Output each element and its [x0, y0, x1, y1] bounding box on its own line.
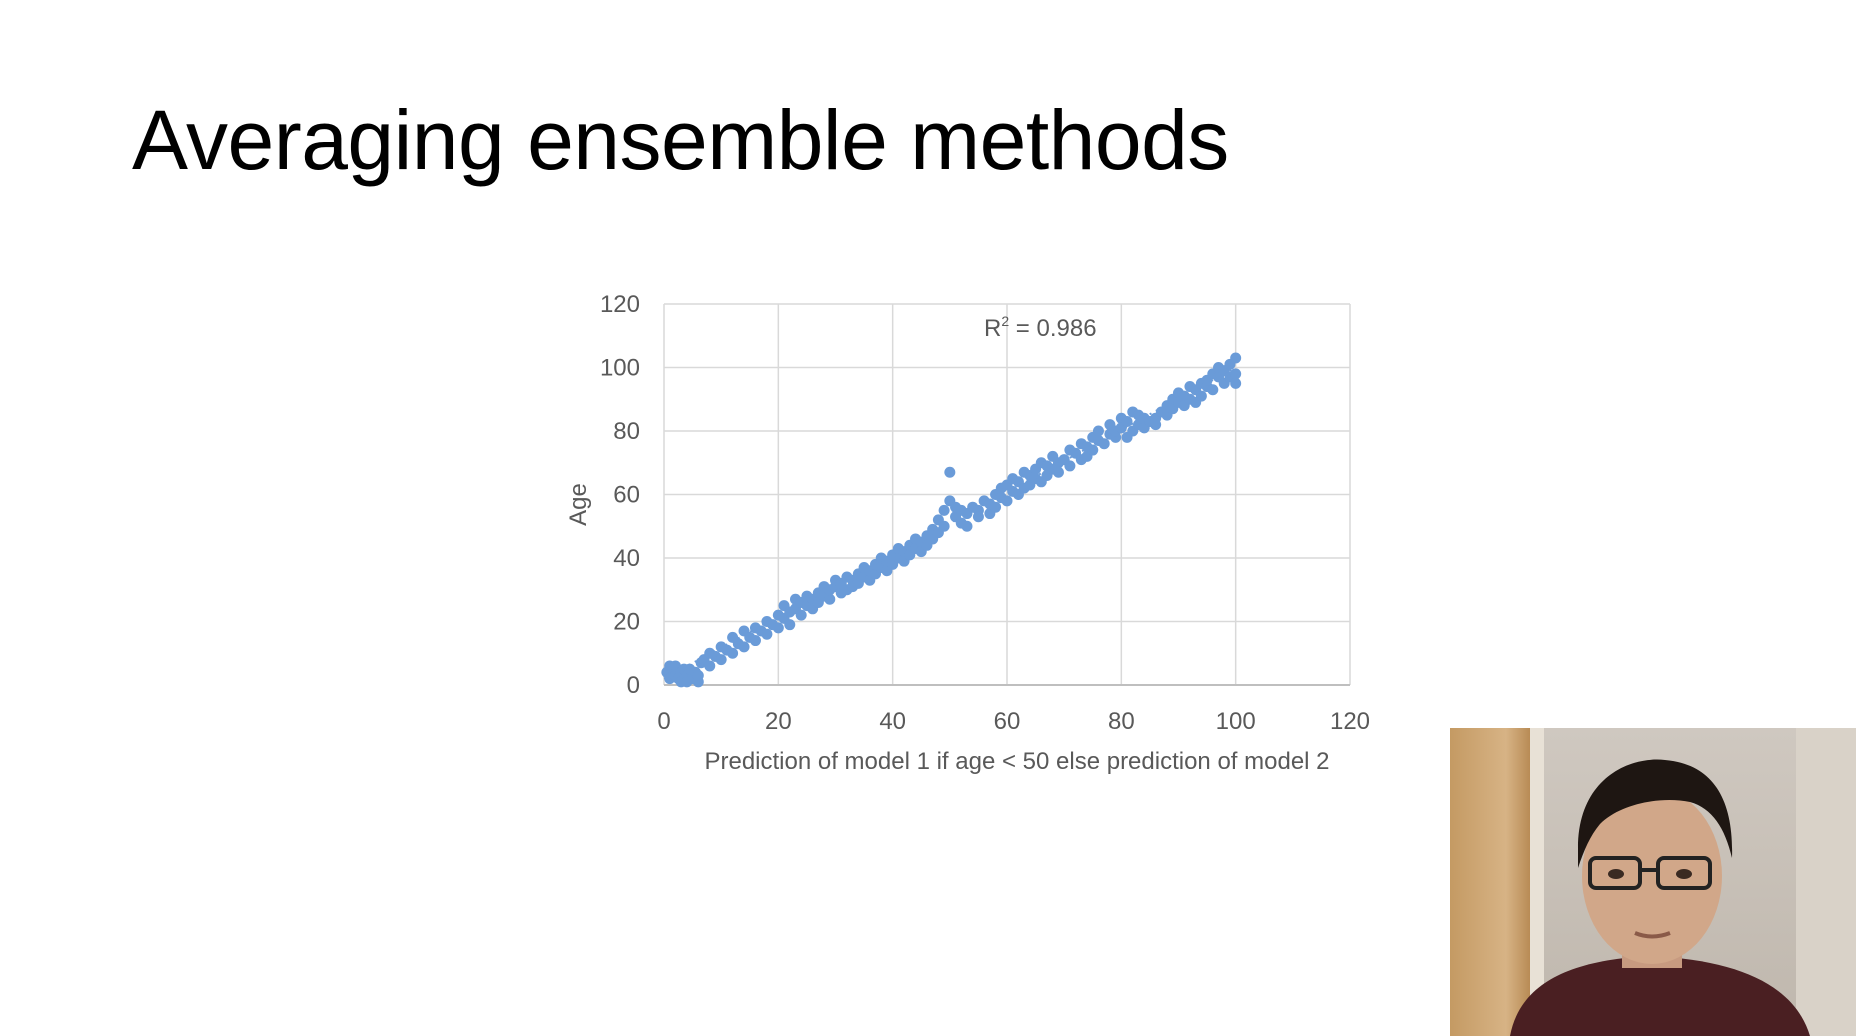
data-point — [738, 641, 750, 653]
y-axis-label: Age — [565, 483, 592, 526]
data-point — [1230, 368, 1242, 380]
data-point — [727, 647, 739, 659]
data-point — [972, 511, 984, 523]
data-point — [692, 669, 704, 681]
data-point — [961, 520, 973, 532]
slide-title: Averaging ensemble methods — [132, 93, 1229, 187]
data-point — [1092, 425, 1104, 437]
x-axis-label: Prediction of model 1 if age < 50 else p… — [704, 748, 1329, 775]
y-tick-labels: 0 20 40 60 80 100 120 — [600, 291, 640, 699]
wall — [1796, 728, 1856, 1036]
data-point — [944, 466, 956, 478]
x-tick-label: 0 — [657, 708, 670, 735]
x-tick-label: 40 — [879, 708, 906, 735]
data-point — [1001, 495, 1013, 507]
r-squared-base: R — [984, 315, 1001, 342]
data-point — [704, 660, 716, 672]
data-point — [1098, 438, 1110, 450]
data-point — [824, 593, 836, 605]
x-tick-label: 120 — [1330, 708, 1370, 735]
data-point — [1195, 390, 1207, 402]
y-tick-label: 0 — [627, 672, 640, 699]
data-point — [1064, 460, 1076, 472]
data-point — [1230, 352, 1242, 364]
r-squared-superscript: 2 — [1001, 313, 1009, 329]
data-point — [1230, 377, 1242, 389]
y-tick-label: 60 — [613, 482, 640, 509]
data-point — [1087, 444, 1099, 456]
y-tick-label: 100 — [600, 355, 640, 382]
x-tick-labels: 0 20 40 60 80 100 120 — [657, 708, 1370, 735]
data-point — [1121, 415, 1133, 427]
y-tick-label: 120 — [600, 291, 640, 318]
data-point — [1207, 384, 1219, 396]
data-point — [990, 501, 1002, 513]
door-frame — [1530, 728, 1544, 1036]
r-squared-value: = 0.986 — [1009, 315, 1096, 342]
data-points — [661, 352, 1242, 688]
data-point — [1052, 466, 1064, 478]
x-tick-label: 80 — [1108, 708, 1135, 735]
x-tick-label: 100 — [1216, 708, 1256, 735]
presenter-webcam — [1450, 728, 1856, 1036]
data-point — [772, 622, 784, 634]
y-tick-label: 40 — [613, 545, 640, 572]
presenter-figure — [1510, 759, 1810, 1036]
data-point — [784, 619, 796, 631]
x-tick-label: 20 — [765, 708, 792, 735]
r-squared-annotation: R2 = 0.986 — [984, 313, 1097, 342]
y-tick-label: 80 — [613, 418, 640, 445]
data-point — [795, 609, 807, 621]
chart-grid — [663, 303, 1351, 686]
data-point — [761, 628, 773, 640]
x-tick-label: 60 — [994, 708, 1021, 735]
door — [1450, 728, 1530, 1036]
data-point — [938, 520, 950, 532]
y-tick-label: 20 — [613, 609, 640, 636]
data-point — [749, 635, 761, 647]
data-point — [938, 504, 950, 516]
data-point — [715, 654, 727, 666]
